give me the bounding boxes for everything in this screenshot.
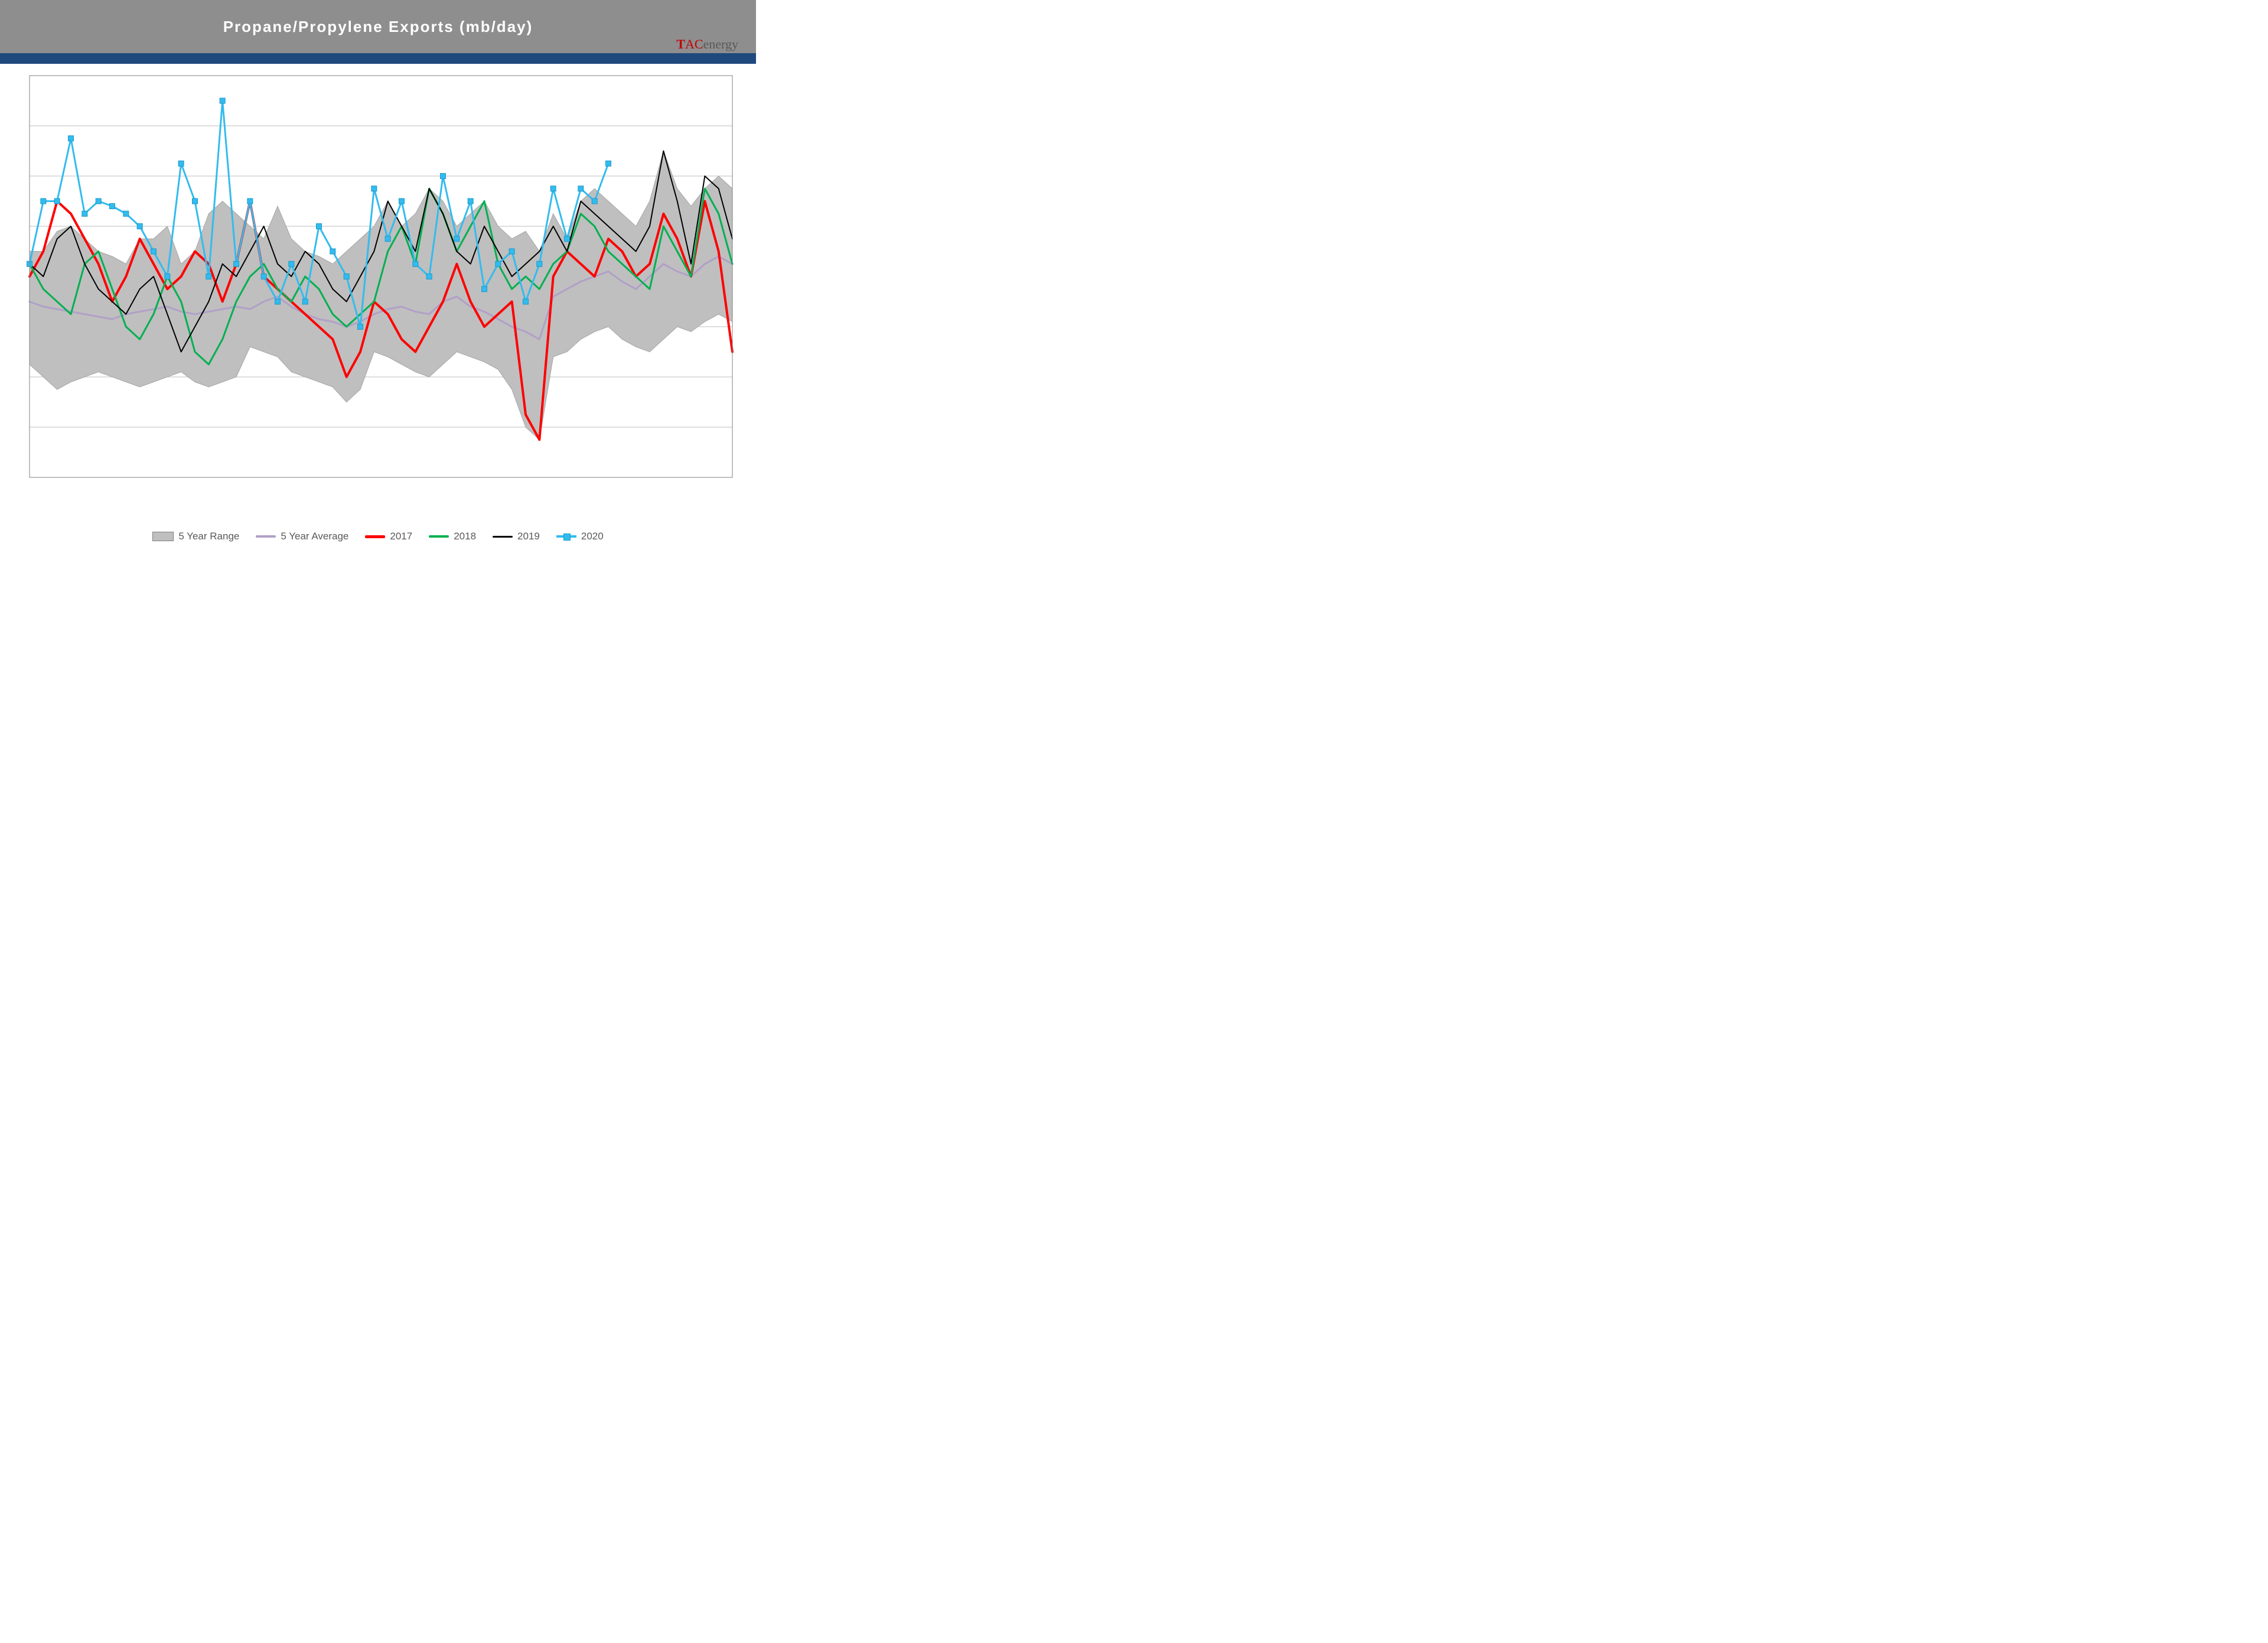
legend-item-2020: 2020 [556, 531, 604, 542]
legend-label-2020: 2020 [581, 531, 604, 542]
brand-logo: TACenergy [676, 37, 738, 52]
legend-item-2019: 2019 [493, 531, 540, 542]
legend: 5 Year Range 5 Year Average 2017 2018 20… [0, 525, 756, 548]
chart-container: Propane/Propylene Exports (mb/day) TACen… [0, 0, 756, 548]
chart-title: Propane/Propylene Exports (mb/day) [223, 18, 533, 36]
legend-item-2017: 2017 [365, 531, 412, 542]
legend-item-range: 5 Year Range [152, 531, 239, 542]
plot-area [24, 70, 738, 507]
2018-swatch-icon [429, 535, 449, 538]
logo-letter-a: A [685, 37, 695, 51]
2019-swatch-icon [493, 536, 513, 538]
logo-letter-c: C [695, 37, 703, 51]
avg-swatch-icon [256, 535, 276, 538]
legend-label-avg: 5 Year Average [281, 531, 348, 542]
2017-swatch-icon [365, 535, 385, 538]
logo-word-energy: energy [703, 37, 738, 51]
legend-label-2018: 2018 [454, 531, 476, 542]
title-bar: Propane/Propylene Exports (mb/day) [0, 0, 756, 53]
legend-label-range: 5 Year Range [178, 531, 239, 542]
legend-item-avg: 5 Year Average [256, 531, 348, 542]
accent-strip [0, 53, 756, 64]
logo-letter-t: T [676, 37, 685, 51]
legend-label-2017: 2017 [390, 531, 412, 542]
legend-item-2018: 2018 [429, 531, 476, 542]
chart-svg [24, 70, 738, 507]
2020-swatch-icon [556, 532, 576, 541]
legend-label-2019: 2019 [517, 531, 540, 542]
range-swatch-icon [152, 532, 174, 541]
